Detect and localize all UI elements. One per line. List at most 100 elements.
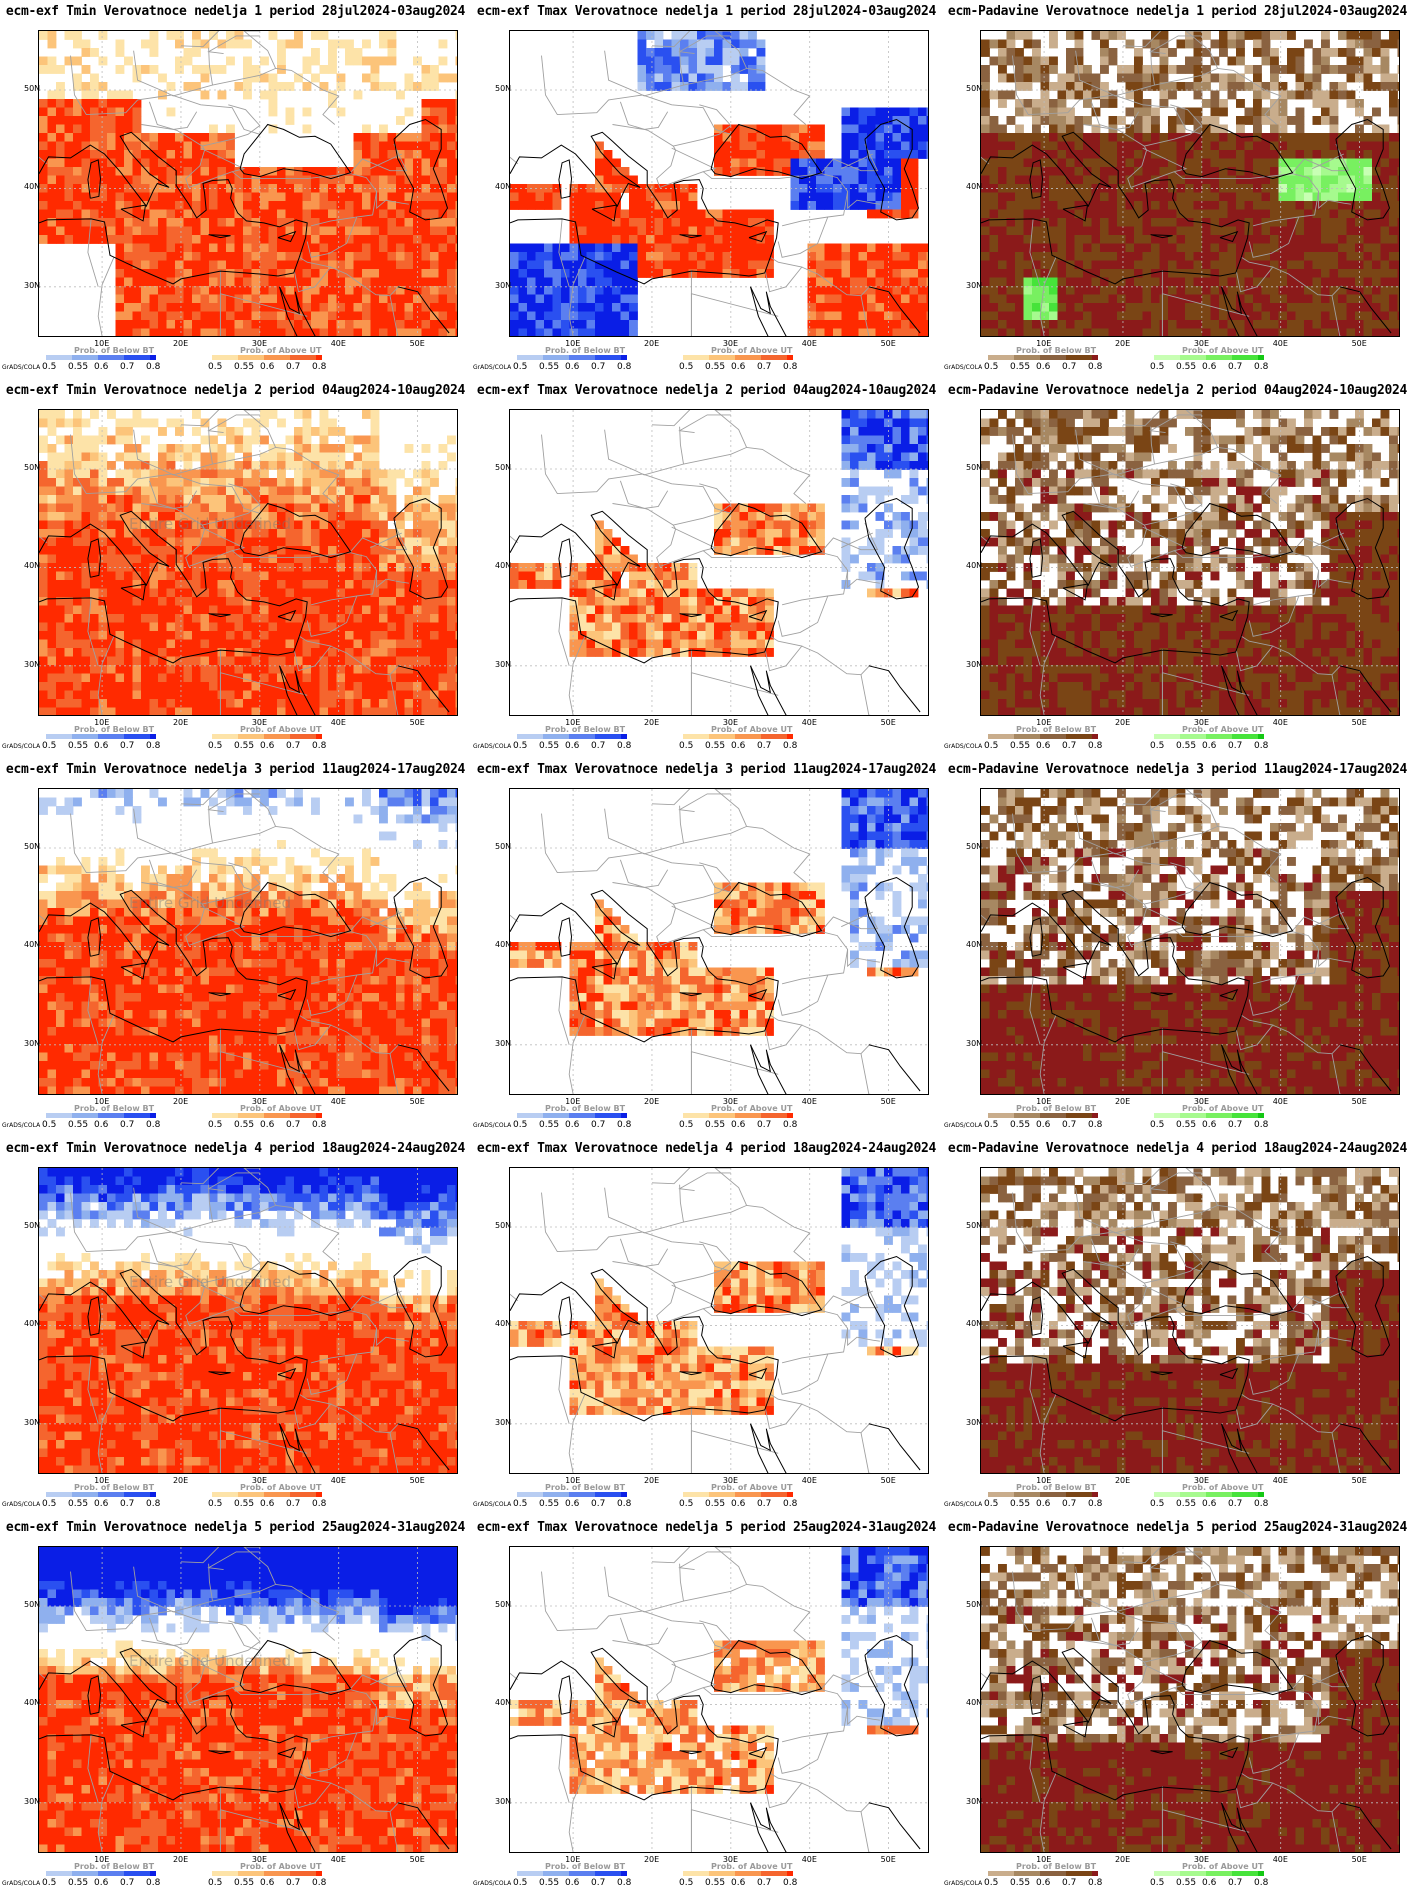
country-border: [389, 674, 400, 715]
country-border: [604, 1184, 685, 1234]
legend-tick-label: 0.6: [731, 1878, 746, 1888]
country-border: [350, 1280, 408, 1310]
country-border: [1154, 67, 1282, 125]
map-frame: Entire Grid Undefined: [38, 788, 458, 1095]
legend-below-colorbar: [517, 1113, 627, 1118]
coastline: [1150, 992, 1173, 997]
lon-label: 30E: [1193, 1097, 1210, 1106]
legend-below-title: Prob. of Below BT: [74, 346, 155, 355]
map-panel: ecm-Padavine Verovatnoce nedelja 2 perio…: [942, 379, 1413, 758]
legend-tick-label: 0.5: [1150, 1878, 1165, 1888]
country-border: [604, 1563, 685, 1613]
country-border: [1236, 635, 1274, 672]
coastline: [868, 1044, 921, 1092]
legend-swatch: [988, 1113, 1014, 1118]
coastline: [279, 1044, 298, 1094]
map-panel: ecm-exf Tmin Verovatnoce nedelja 4 perio…: [0, 1137, 471, 1516]
color-legend: GrADS/COLA Prob. of Below BT 0.5 0.55 0.6 0.7…: [0, 346, 471, 376]
legend-above-title: Prob. of Above UT: [240, 1862, 322, 1871]
legend-swatch: [735, 355, 761, 360]
legend-tick-label: 0.5: [208, 741, 223, 751]
map-panel: ecm-Padavine Verovatnoce nedelja 1 perio…: [942, 0, 1413, 379]
country-border: [1248, 216, 1300, 258]
legend-tick-label: 0.5: [208, 1120, 223, 1130]
map-panel: ecm-exf Tmax Verovatnoce nedelja 2 perio…: [471, 379, 942, 758]
legend-tick-label: 0.6: [260, 1499, 275, 1509]
country-border: [847, 191, 880, 210]
country-border: [1075, 1563, 1156, 1613]
map-frame: [980, 1167, 1400, 1474]
legend-above-title: Prob. of Above UT: [711, 346, 793, 355]
lat-label: 50N: [495, 1600, 512, 1610]
legend-tick-label: 0.6: [565, 362, 580, 372]
legend-tick-label: 0.8: [783, 741, 798, 751]
country-border: [207, 35, 260, 55]
coastline: [39, 889, 308, 1043]
legend-tick-label: 0.55: [539, 1120, 560, 1130]
panel-title: ecm-exf Tmax Verovatnoce nedelja 3 perio…: [476, 762, 937, 777]
legend-tick-label: 0.7: [120, 362, 135, 372]
country-border: [243, 31, 277, 69]
lat-label: 40N: [966, 940, 983, 950]
legend-tick-label: 0.7: [757, 741, 772, 751]
country-border: [619, 101, 717, 188]
legend-tick-label: 0.55: [68, 1499, 89, 1509]
legend-tick-label: 0.5: [513, 1499, 528, 1509]
legend-swatch: [543, 1871, 569, 1876]
country-border: [558, 218, 570, 287]
legend-tick-label: 0.5: [1150, 362, 1165, 372]
lat-label: 50N: [966, 842, 983, 852]
country-border: [860, 1053, 871, 1094]
coastline: [1219, 1367, 1239, 1380]
lat-label: 50N: [495, 1221, 512, 1231]
panel-title: ecm-exf Tmin Verovatnoce nedelja 2 perio…: [5, 383, 466, 398]
country-border: [207, 793, 260, 813]
country-border: [1149, 1172, 1202, 1192]
lat-label: 40N: [966, 561, 983, 571]
color-legend: GrADS/COLA Prob. of Below BT 0.5 0.55 0.6 0.7…: [0, 725, 471, 755]
legend-below-title: Prob. of Below BT: [545, 1104, 626, 1113]
country-border: [376, 191, 409, 210]
country-border: [1292, 522, 1350, 552]
country-border: [777, 974, 829, 1016]
country-border: [294, 1393, 332, 1430]
coastline: [393, 497, 449, 600]
coastline: [87, 538, 102, 578]
legend-tick-label: 0.6: [94, 362, 109, 372]
legend-swatch: [1066, 734, 1092, 739]
country-border: [1272, 1403, 1342, 1434]
legend-swatch: [1232, 734, 1258, 739]
country-border: [1331, 295, 1342, 336]
legend-tick-label: 0.6: [1202, 1120, 1217, 1130]
legend-below-colorbar: [988, 1113, 1098, 1118]
legend-tick-label: 0.7: [591, 362, 606, 372]
lon-label: 40E: [330, 718, 346, 727]
coastline: [1029, 159, 1044, 199]
lon-label: 40E: [801, 1097, 817, 1106]
grads-credit: GrADS/COLA: [944, 364, 983, 371]
country-border: [231, 929, 378, 985]
color-legend: GrADS/COLA Prob. of Below BT 0.5 0.55 0.6 0.7…: [942, 1862, 1413, 1892]
coastline: [279, 286, 298, 336]
coastline: [868, 286, 921, 334]
coastline: [277, 609, 297, 622]
lon-label: 20E: [1114, 1855, 1131, 1864]
probability-field: [981, 31, 1399, 336]
graticule: [39, 410, 457, 715]
country-border: [860, 1811, 871, 1852]
coastline: [1029, 1675, 1044, 1715]
country-border: [1236, 1393, 1274, 1430]
coastline: [208, 1750, 231, 1755]
country-border: [148, 1617, 246, 1704]
map-panel: ecm-exf Tmin Verovatnoce nedelja 3 perio…: [0, 758, 471, 1137]
coastline: [1339, 286, 1392, 334]
country-border: [212, 1204, 340, 1262]
coastline: [679, 234, 702, 239]
panel-title: ecm-exf Tmax Verovatnoce nedelja 2 perio…: [476, 383, 937, 398]
legend-tick-label: 0.55: [705, 741, 726, 751]
lon-label: 20E: [643, 339, 660, 348]
lon-label: 30E: [251, 339, 268, 348]
coastline: [393, 1255, 449, 1358]
legend-above-title: Prob. of Above UT: [240, 346, 322, 355]
legend-swatch: [264, 1113, 290, 1118]
